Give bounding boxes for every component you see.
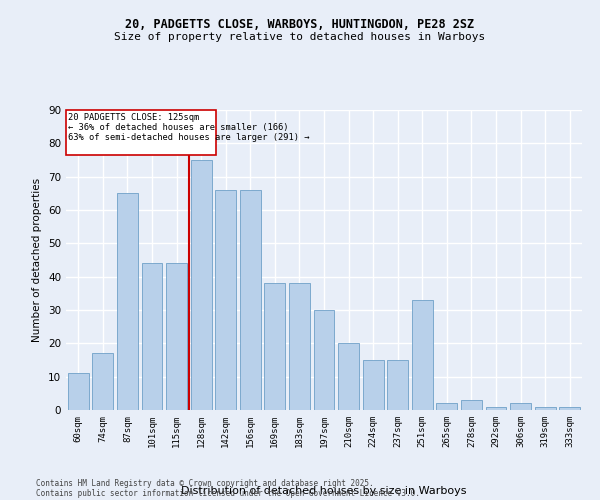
Bar	[461, 400, 482, 410]
Bar	[412, 300, 433, 410]
Bar	[535, 406, 556, 410]
Y-axis label: Number of detached properties: Number of detached properties	[32, 178, 43, 342]
Bar	[92, 354, 113, 410]
Text: Size of property relative to detached houses in Warboys: Size of property relative to detached ho…	[115, 32, 485, 42]
Text: Contains public sector information licensed under the Open Government Licence v3: Contains public sector information licen…	[36, 488, 420, 498]
Text: 20, PADGETTS CLOSE, WARBOYS, HUNTINGDON, PE28 2SZ: 20, PADGETTS CLOSE, WARBOYS, HUNTINGDON,…	[125, 18, 475, 30]
Bar	[362, 360, 383, 410]
Bar	[240, 190, 261, 410]
Bar	[289, 284, 310, 410]
Bar	[559, 406, 580, 410]
Bar	[510, 404, 531, 410]
Bar	[191, 160, 212, 410]
Bar	[142, 264, 163, 410]
Text: 63% of semi-detached houses are larger (291) →: 63% of semi-detached houses are larger (…	[68, 132, 310, 141]
X-axis label: Distribution of detached houses by size in Warboys: Distribution of detached houses by size …	[181, 486, 467, 496]
Text: Contains HM Land Registry data © Crown copyright and database right 2025.: Contains HM Land Registry data © Crown c…	[36, 478, 374, 488]
Bar	[387, 360, 408, 410]
Bar	[215, 190, 236, 410]
Bar	[166, 264, 187, 410]
Text: 20 PADGETTS CLOSE: 125sqm: 20 PADGETTS CLOSE: 125sqm	[68, 114, 200, 122]
Bar	[68, 374, 89, 410]
Bar	[66, 110, 216, 155]
Bar	[265, 284, 286, 410]
Bar	[436, 404, 457, 410]
Text: ← 36% of detached houses are smaller (166): ← 36% of detached houses are smaller (16…	[68, 122, 289, 132]
Bar	[117, 194, 138, 410]
Bar	[314, 310, 334, 410]
Bar	[338, 344, 359, 410]
Bar	[485, 406, 506, 410]
